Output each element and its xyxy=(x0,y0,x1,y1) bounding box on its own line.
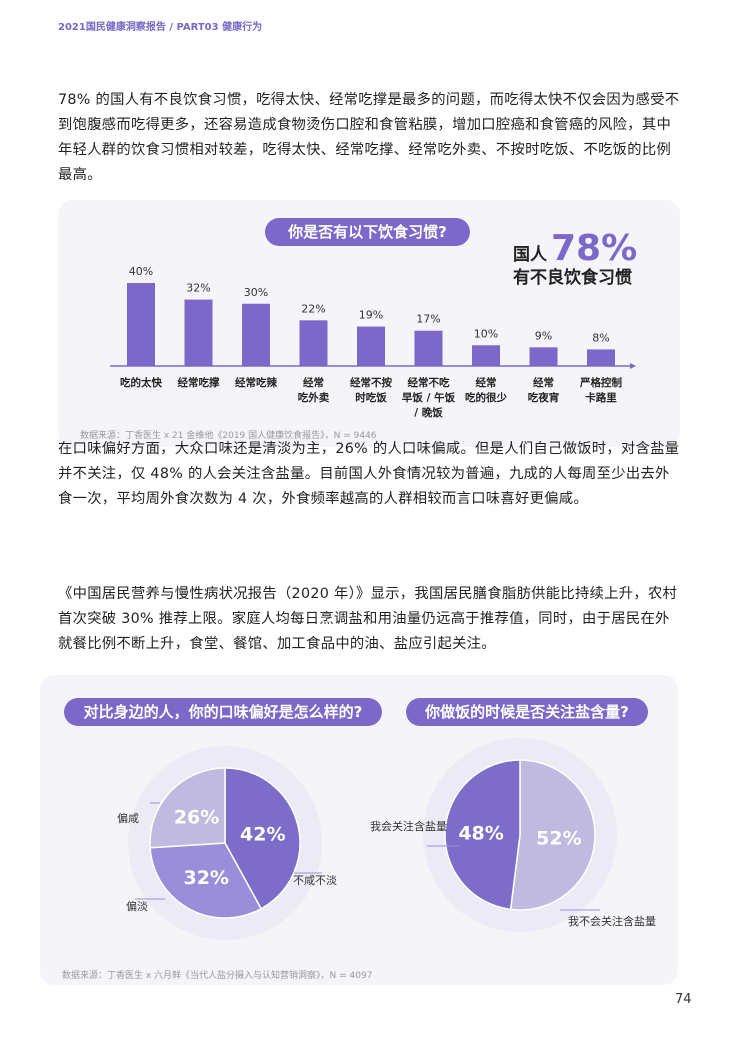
category-label: 严格控制 xyxy=(579,376,622,389)
bar xyxy=(127,283,155,366)
bar-value-label: 22% xyxy=(301,302,325,315)
bar xyxy=(472,345,500,366)
slice-value: 32% xyxy=(183,867,228,889)
bar-value-label: 32% xyxy=(186,282,210,295)
slice-value: 52% xyxy=(536,827,581,849)
pie1-title: 对比身边的人，你的口味偏好是怎么样的? xyxy=(64,698,382,726)
slice-label: 偏淡 xyxy=(126,899,148,913)
category-label: 时吃饭 xyxy=(355,391,387,404)
paragraph-1: 78% 的国人有不良饮食习惯，吃得太快、经常吃撑是最多的问题，而吃得太快不仅会因… xyxy=(58,92,680,183)
category-label: 吃外卖 xyxy=(298,391,330,404)
pie-chart-source: 数据来源：丁香医生 x 六月鲜《当代人盐分摄入与认知营销洞察》，N = 4097 xyxy=(62,971,373,981)
category-label: 经常 xyxy=(303,376,324,389)
slice-value: 42% xyxy=(240,823,285,845)
slice-value: 26% xyxy=(174,806,219,828)
pie-slice xyxy=(509,759,596,911)
category-label: 经常 xyxy=(476,376,497,389)
bar xyxy=(414,330,443,366)
paragraph-2: 在口味偏好方面，大众口味还是清淡为主，26% 的人口味偏咸。但是人们自己做饭时，… xyxy=(58,441,680,507)
slice-label: 我不会关注含盐量 xyxy=(568,914,656,928)
category-label: 经常不按 xyxy=(350,376,392,389)
bar-chart-source: 数据来源：丁香医生 x 21 金维他《2019 国人健康饮食报告》，N = 94… xyxy=(80,431,377,441)
category-label: 经常吃撑 xyxy=(178,376,220,389)
bar xyxy=(587,349,615,366)
category-label: 吃夜宵 xyxy=(528,391,560,404)
callout: 国人 78% 有不良饮食习惯 xyxy=(513,228,637,288)
bar-value-label: 19% xyxy=(359,309,383,322)
category-label: 卡路里 xyxy=(585,391,617,404)
bar xyxy=(357,326,385,366)
pie-slice xyxy=(149,842,263,919)
bar xyxy=(184,299,213,366)
bar-chart-title: 你是否有以下饮食习惯? xyxy=(265,218,470,246)
category-label: 经常不吃 xyxy=(408,376,450,389)
category-label: 早饭 / 午饭 xyxy=(402,391,456,404)
slice-label: 偏咸 xyxy=(117,811,139,825)
slice-value: 48% xyxy=(458,823,503,845)
bar-value-label: 10% xyxy=(474,327,498,340)
slice-label: 不咸不淡 xyxy=(293,874,337,887)
x-axis-arrow xyxy=(630,363,636,369)
callout-suffix: 有不良饮食习惯 xyxy=(513,268,632,288)
bar-value-label: 30% xyxy=(244,286,268,299)
bar xyxy=(299,320,328,366)
bar-value-label: 40% xyxy=(129,265,153,278)
bar-value-label: 9% xyxy=(535,329,552,342)
paragraph-3: 《中国居民营养与慢性病状况报告（2020 年）》显示，我国居民膳食脂肪供能比持续… xyxy=(58,586,678,652)
callout-value: 78% xyxy=(551,228,638,269)
bar xyxy=(242,303,270,366)
bar-value-label: 8% xyxy=(592,331,609,344)
page-number: 74 xyxy=(675,992,692,1007)
bar xyxy=(529,347,558,366)
slice-label: 我会关注含盐量 xyxy=(370,819,447,833)
running-header: 2021国民健康洞察报告 / PART03 健康行为 xyxy=(58,22,263,33)
category-label: 吃的太快 xyxy=(120,376,162,389)
category-label: 经常吃辣 xyxy=(235,376,277,389)
callout-prefix: 国人 xyxy=(513,245,547,265)
category-label: / 晚饭 xyxy=(414,406,443,419)
pie2-title: 你做饭的时候是否关注盐含量? xyxy=(406,698,648,726)
category-label: 经常 xyxy=(533,376,554,389)
pie-slice xyxy=(444,759,521,911)
pie-charts: 42% 不咸不淡 32% 偏淡 26% 偏咸 52% 我不会关注含盐量 48% 我会关注含盐量 xyxy=(117,759,656,928)
bar-value-label: 17% xyxy=(416,313,440,326)
pie-slice xyxy=(149,767,226,849)
category-label: 吃的很少 xyxy=(465,391,507,404)
pie-slice xyxy=(224,767,301,910)
